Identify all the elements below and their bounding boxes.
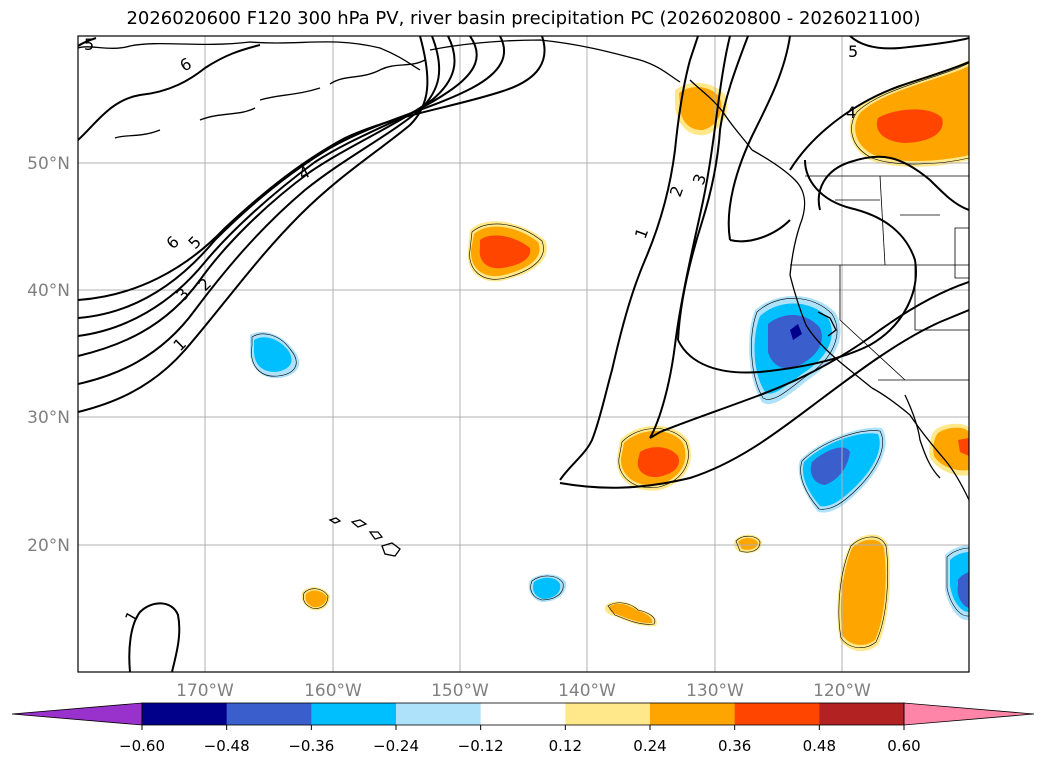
colorbar-extend-high	[904, 703, 1034, 725]
pv-contour-3-loop	[677, 159, 917, 374]
pv-contour-5-ne	[849, 36, 969, 50]
colorbar-tick-label: −0.12	[458, 737, 504, 755]
colorbar-tick-label: 0.48	[803, 737, 836, 755]
coastlines	[78, 39, 969, 557]
lat-label-50: 50°N	[27, 154, 70, 174]
pv-contour-3-ridge	[677, 36, 749, 341]
colorbar-tick-label: 0.12	[549, 737, 582, 755]
colorbar-segment	[565, 703, 651, 725]
colorbar-tick-label: 0.60	[887, 737, 920, 755]
colorbar-tick-label: 0.36	[718, 737, 751, 755]
lat-label-40: 40°N	[27, 281, 70, 301]
colorbar-segment	[142, 703, 228, 725]
colorbar-segment	[819, 703, 905, 725]
graticule	[78, 36, 969, 672]
pv-contour-2-west	[78, 36, 441, 385]
pv-contour-4-west	[78, 36, 478, 337]
colorbar-segment	[734, 703, 820, 725]
pv-contour-6-nw	[78, 44, 261, 141]
pv-contour-3-west	[78, 36, 456, 357]
pv-contour-1-south	[128, 602, 181, 672]
pv-contour-4-ne-b	[817, 155, 969, 211]
pv-contour-4-ne	[789, 61, 969, 171]
contour-label-4-ne: 4	[846, 103, 856, 122]
colorbar-tick-label: −0.24	[373, 737, 419, 755]
pv-contour-main-trough-2	[559, 309, 969, 489]
pv-contour-6-west	[78, 36, 546, 301]
colorbar-tick-label: −0.36	[288, 737, 334, 755]
lon-label-140w: 140°W	[558, 681, 616, 701]
colorbar: −0.60 −0.48 −0.36 −0.24 −0.12 0.12 0.24 0.36 0.4…	[11, 702, 1035, 755]
lat-label-20: 20°N	[27, 536, 70, 556]
lon-label-170w: 170°W	[176, 681, 234, 701]
colorbar-tick-label: 0.24	[633, 737, 666, 755]
map-frame	[77, 35, 970, 673]
colorbar-extend-low	[12, 703, 142, 725]
pv-contour-3-upper-b	[729, 219, 791, 243]
pv-contour-3-upper	[727, 36, 791, 241]
lon-label-130w: 130°W	[686, 681, 744, 701]
pv-contour-2-ridge-south	[649, 281, 969, 439]
pv-contour-5-west	[78, 36, 505, 319]
longitude-labels: 170°W 160°W 150°W 140°W 130°W 120°W	[176, 681, 871, 701]
colorbar-segment	[226, 703, 312, 725]
colorbar-tick-label: −0.60	[119, 737, 165, 755]
colorbar-segment	[311, 703, 397, 725]
latitude-labels: 50°N 40°N 30°N 20°N	[27, 154, 70, 556]
colorbar-segment	[396, 703, 482, 725]
pv-contour-2-ridge	[649, 36, 731, 439]
colorbar-segment	[480, 703, 566, 725]
map-title: 2026020600 F120 300 hPa PV, river basin …	[126, 8, 921, 29]
pv-contour-5-nw	[78, 37, 97, 47]
colorbar-tick-label: −0.48	[204, 737, 250, 755]
pv-contours	[78, 36, 969, 672]
lon-label-150w: 150°W	[431, 681, 489, 701]
lon-label-120w: 120°W	[813, 681, 871, 701]
lat-label-30: 30°N	[27, 408, 70, 428]
contour-label-5-nw: 5	[84, 35, 94, 54]
pv-contour-main-trough-1	[559, 36, 699, 481]
colorbar-segment	[650, 703, 736, 725]
contour-label-5-top: 5	[848, 42, 858, 61]
map-area	[78, 36, 969, 672]
lon-label-160w: 160°W	[304, 681, 362, 701]
